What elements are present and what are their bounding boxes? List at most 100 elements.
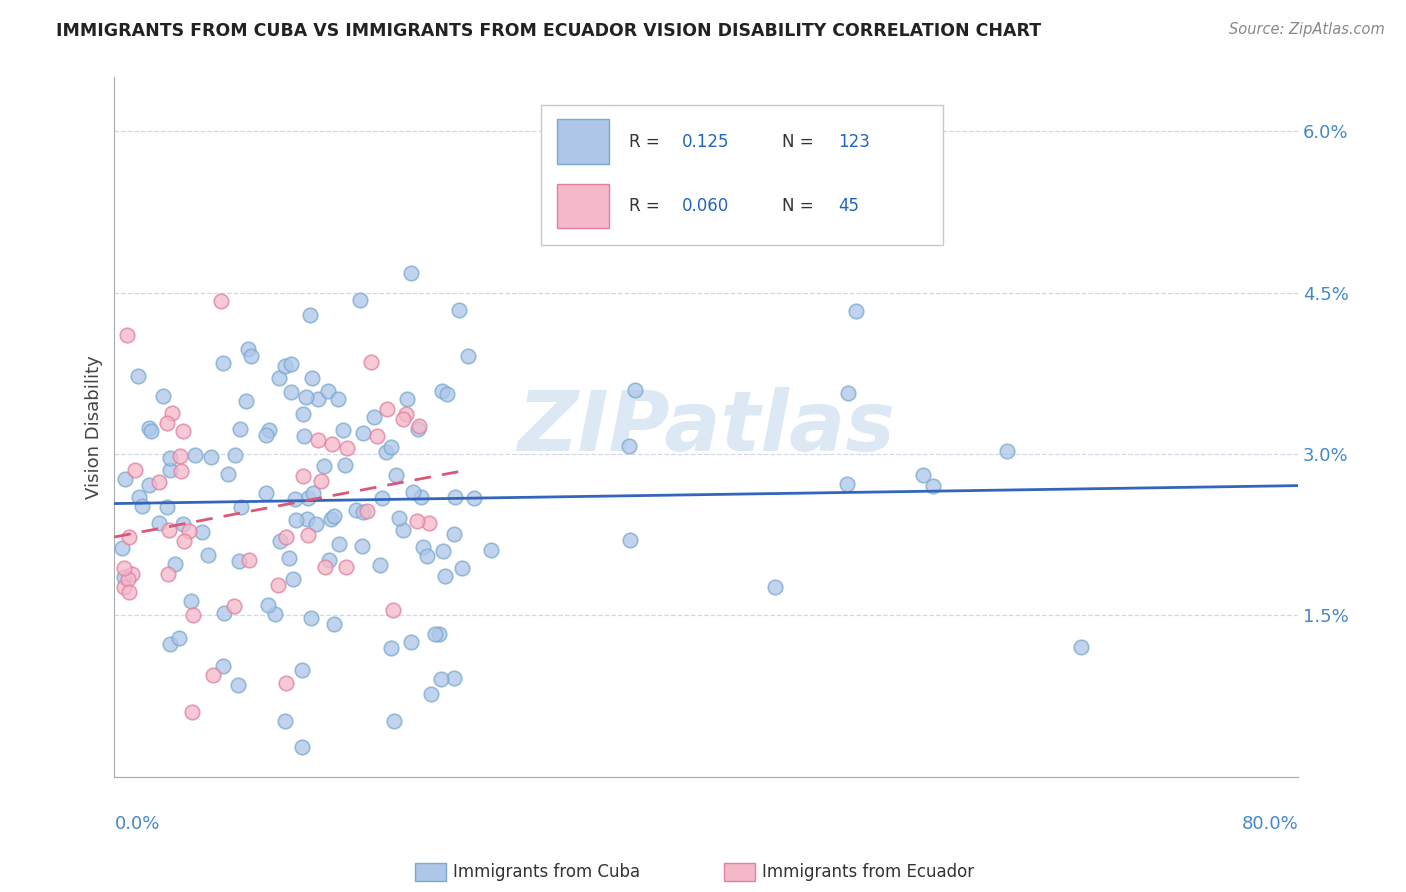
Point bbox=[395, 407, 418, 421]
Point bbox=[316, 384, 339, 398]
Point bbox=[332, 423, 354, 437]
Point bbox=[298, 308, 321, 322]
Point bbox=[257, 424, 280, 438]
Point bbox=[418, 516, 440, 531]
Point bbox=[392, 524, 415, 538]
Point bbox=[371, 491, 394, 506]
Y-axis label: Vision Disability: Vision Disability bbox=[86, 355, 103, 499]
Point bbox=[169, 631, 191, 645]
Point bbox=[172, 516, 194, 531]
Point bbox=[112, 561, 135, 575]
Point bbox=[837, 477, 859, 491]
Point bbox=[212, 659, 235, 673]
Point bbox=[321, 437, 343, 451]
Point bbox=[111, 541, 134, 555]
Point bbox=[416, 549, 439, 563]
Point bbox=[180, 705, 202, 719]
Point bbox=[391, 411, 413, 425]
Point bbox=[352, 505, 374, 519]
Point bbox=[235, 393, 257, 408]
Point bbox=[169, 450, 191, 464]
Point bbox=[173, 534, 195, 549]
Point bbox=[254, 486, 277, 500]
Point bbox=[117, 585, 139, 599]
Point bbox=[314, 560, 336, 574]
Point bbox=[326, 392, 349, 406]
Point bbox=[179, 524, 201, 539]
Point bbox=[238, 553, 260, 567]
Point bbox=[191, 524, 214, 539]
Point bbox=[269, 534, 291, 549]
Point bbox=[1070, 640, 1092, 655]
Point bbox=[159, 451, 181, 466]
Point bbox=[434, 569, 457, 583]
Point bbox=[318, 553, 340, 567]
Point bbox=[995, 443, 1018, 458]
Point bbox=[163, 557, 186, 571]
Point bbox=[156, 417, 179, 431]
Point bbox=[443, 527, 465, 541]
Point bbox=[336, 441, 359, 455]
Point bbox=[285, 513, 308, 527]
Point bbox=[432, 384, 454, 398]
Point bbox=[328, 536, 350, 550]
Point bbox=[463, 491, 485, 505]
Point bbox=[114, 472, 136, 486]
Point bbox=[274, 530, 297, 544]
Text: Immigrants from Ecuador: Immigrants from Ecuador bbox=[762, 863, 974, 881]
Point bbox=[141, 424, 163, 438]
Point bbox=[217, 467, 239, 482]
Text: IMMIGRANTS FROM CUBA VS IMMIGRANTS FROM ECUADOR VISION DISABILITY CORRELATION CH: IMMIGRANTS FROM CUBA VS IMMIGRANTS FROM … bbox=[56, 22, 1042, 40]
Point bbox=[380, 641, 402, 656]
Point bbox=[912, 467, 935, 482]
Point bbox=[212, 606, 235, 620]
Point bbox=[257, 598, 280, 612]
Point bbox=[200, 450, 222, 464]
Point bbox=[292, 429, 315, 443]
Point bbox=[228, 554, 250, 568]
Point bbox=[183, 608, 205, 623]
Point bbox=[169, 464, 191, 478]
Point bbox=[117, 572, 139, 586]
Point bbox=[309, 474, 332, 488]
Point bbox=[617, 439, 640, 453]
Point bbox=[159, 637, 181, 651]
Point bbox=[267, 370, 290, 384]
Point bbox=[837, 386, 859, 401]
Point bbox=[276, 676, 298, 690]
Point bbox=[159, 463, 181, 477]
Point bbox=[297, 512, 319, 526]
Text: Immigrants from Cuba: Immigrants from Cuba bbox=[453, 863, 640, 881]
Point bbox=[274, 714, 297, 728]
Point bbox=[436, 386, 458, 401]
Point bbox=[399, 635, 422, 649]
Point bbox=[197, 548, 219, 562]
Point bbox=[321, 512, 343, 526]
Point bbox=[432, 544, 454, 558]
Point bbox=[295, 390, 318, 404]
Point bbox=[406, 514, 429, 528]
Point bbox=[209, 293, 232, 308]
Point bbox=[402, 484, 425, 499]
Point bbox=[399, 266, 422, 280]
Point bbox=[299, 611, 322, 625]
Point bbox=[363, 409, 385, 424]
Text: 80.0%: 80.0% bbox=[1241, 815, 1298, 833]
Point bbox=[344, 503, 367, 517]
Point bbox=[222, 599, 245, 614]
Point bbox=[229, 500, 252, 514]
Point bbox=[406, 422, 429, 436]
Point bbox=[449, 303, 471, 318]
Point bbox=[148, 475, 170, 490]
Point bbox=[375, 445, 398, 459]
Point bbox=[291, 407, 314, 421]
Point bbox=[302, 486, 325, 500]
Point bbox=[352, 426, 374, 441]
Point bbox=[451, 561, 474, 575]
Point bbox=[385, 467, 408, 482]
Point bbox=[157, 523, 180, 537]
Point bbox=[380, 441, 402, 455]
Text: ZIPatlas: ZIPatlas bbox=[517, 386, 896, 467]
Point bbox=[301, 371, 323, 385]
Point bbox=[427, 627, 450, 641]
